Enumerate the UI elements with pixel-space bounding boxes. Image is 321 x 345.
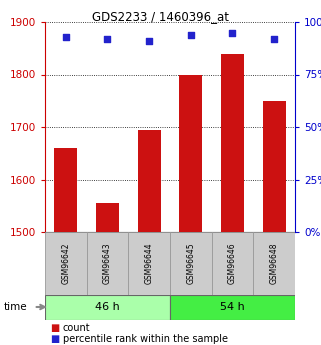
- Bar: [87, 232, 128, 295]
- Bar: [221, 53, 244, 232]
- Text: 54 h: 54 h: [220, 303, 245, 313]
- Text: GDS2233 / 1460396_at: GDS2233 / 1460396_at: [92, 10, 229, 23]
- Point: [230, 30, 235, 35]
- Point: [188, 32, 193, 37]
- Point: [63, 34, 68, 39]
- Text: percentile rank within the sample: percentile rank within the sample: [63, 334, 228, 344]
- Text: GSM96642: GSM96642: [61, 243, 70, 284]
- Point: [272, 36, 277, 41]
- Bar: [179, 75, 202, 232]
- Bar: [128, 232, 170, 295]
- Text: GSM96644: GSM96644: [145, 243, 154, 284]
- Text: GSM96643: GSM96643: [103, 243, 112, 284]
- Bar: [138, 130, 160, 232]
- Bar: [263, 101, 286, 232]
- Bar: [96, 203, 119, 232]
- Text: 46 h: 46 h: [95, 303, 120, 313]
- Text: time: time: [3, 302, 27, 312]
- Point: [105, 36, 110, 41]
- Text: ■: ■: [50, 323, 59, 333]
- Text: count: count: [63, 323, 90, 333]
- Text: GSM96645: GSM96645: [186, 243, 195, 284]
- Bar: [253, 232, 295, 295]
- Bar: [45, 295, 170, 320]
- Bar: [170, 295, 295, 320]
- Point: [147, 38, 152, 44]
- Bar: [45, 232, 87, 295]
- Text: GSM96648: GSM96648: [270, 243, 279, 284]
- Text: ■: ■: [50, 334, 59, 344]
- Text: GSM96646: GSM96646: [228, 243, 237, 284]
- Bar: [170, 232, 212, 295]
- Bar: [54, 148, 77, 232]
- Bar: [212, 232, 253, 295]
